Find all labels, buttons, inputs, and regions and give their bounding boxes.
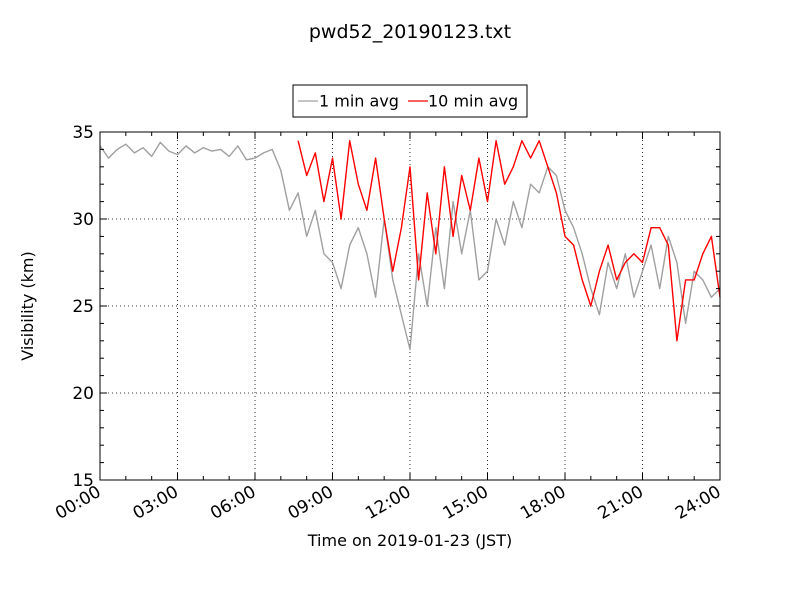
x-tick-label: 24:00 <box>672 482 724 524</box>
y-axis-label: Visibility (km) <box>18 251 37 360</box>
y-tick-label: 35 <box>72 123 94 143</box>
x-tick-label: 03:00 <box>130 482 182 524</box>
legend-label-1min: 1 min avg <box>319 92 399 111</box>
chart-title: pwd52_20190123.txt <box>309 21 511 43</box>
y-tick-label: 15 <box>72 471 94 491</box>
x-axis-label: Time on 2019-01-23 (JST) <box>307 531 512 550</box>
x-tick-label: 21:00 <box>595 482 647 524</box>
y-tick-label: 20 <box>72 384 94 404</box>
x-tick-label: 06:00 <box>207 482 259 524</box>
legend: 1 min avg 10 min avg <box>292 84 528 118</box>
series-line-10min <box>297 139 721 342</box>
x-tick-label: 15:00 <box>440 482 492 524</box>
x-tick-label: 18:00 <box>517 482 569 524</box>
x-tick-label: 09:00 <box>285 482 337 524</box>
x-tick-label: 12:00 <box>362 482 414 524</box>
y-tick-label: 30 <box>72 210 94 230</box>
y-tick-label: 25 <box>72 297 94 317</box>
series-layer <box>99 139 721 351</box>
legend-label-10min: 10 min avg <box>428 92 518 111</box>
grid-layer <box>100 132 720 480</box>
